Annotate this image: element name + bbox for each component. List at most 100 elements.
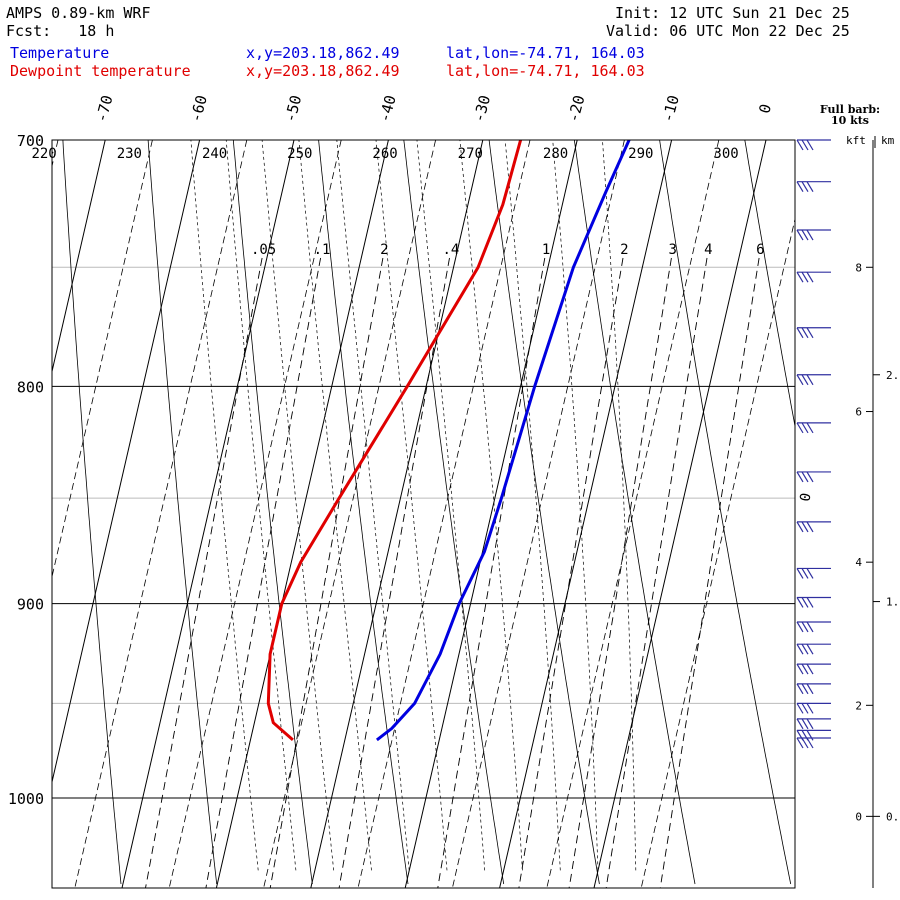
- mixing-ratio-label: .4: [442, 242, 459, 258]
- valid-time: Valid: 06 UTC Mon 22 Dec 25: [606, 22, 850, 40]
- theta-label: 260: [372, 146, 397, 162]
- dry-adiabat: [488, 140, 600, 885]
- theta-label: 270: [458, 146, 483, 162]
- km-tick-label: 2.: [886, 369, 899, 382]
- mixing-ratio-label: 1: [542, 242, 550, 258]
- isotherm: [74, 140, 248, 888]
- isotherm: [215, 140, 389, 888]
- mixing-ratio-line: [269, 257, 384, 888]
- wind-barb-flag: [801, 374, 809, 386]
- moist-adiabat: [225, 140, 297, 871]
- wind-barb-flag: [806, 471, 814, 483]
- moist-adiabat: [416, 140, 486, 871]
- temperature-profile: [375, 140, 631, 742]
- wind-barb-flag: [806, 374, 814, 386]
- isotherm: [357, 140, 531, 888]
- temperature-xy: x,y=203.18,862.49: [246, 44, 400, 62]
- temperature-tick-label: -70: [92, 93, 116, 124]
- wind-barb-flag: [801, 327, 809, 339]
- temperature-tick-label: -50: [281, 93, 305, 124]
- isobars: [52, 139, 795, 799]
- mixing-ratio-label: .05: [251, 242, 276, 258]
- freezing-level-label: 0: [797, 492, 814, 503]
- km-tick-label: 1.: [886, 596, 899, 609]
- mixing-ratio-lines: [145, 257, 760, 888]
- temperature-tick-label: -30: [470, 93, 494, 124]
- km-axis-label: km: [881, 134, 895, 147]
- theta-label: 300: [713, 146, 738, 162]
- dry-adiabat: [147, 140, 218, 885]
- pressure-tick-label: 1000: [8, 790, 44, 808]
- wind-barb-flag: [796, 327, 804, 339]
- dry-adiabat: [62, 140, 122, 885]
- mixing-ratio-line: [605, 257, 708, 888]
- barb-note-line1: Full barb:: [819, 103, 881, 116]
- mixing-ratio-line: [437, 257, 546, 888]
- wind-barb-flag: [806, 737, 814, 749]
- wind-barb-flag: [796, 643, 804, 655]
- moist-adiabat: [375, 140, 448, 871]
- dry-adiabat: [573, 140, 696, 885]
- theta-label: 240: [202, 146, 227, 162]
- dry-adiabat: [659, 140, 792, 885]
- isotherm: [52, 140, 201, 785]
- mixing-ratio-label: 2: [380, 242, 388, 258]
- wind-barb-flag: [796, 374, 804, 386]
- isotherm: [263, 140, 436, 888]
- wind-barb-flag: [806, 703, 814, 714]
- dewpoint-xy: x,y=203.18,862.49: [246, 62, 400, 80]
- wind-barb-flag: [801, 718, 809, 730]
- kft-axis-label: kft: [846, 134, 866, 147]
- wind-barb-flag: [801, 663, 809, 675]
- wind-barb-flag: [806, 597, 814, 608]
- dry-adiabat: [318, 140, 409, 885]
- wind-barb-flag: [796, 737, 804, 749]
- wind-barb-flag: [796, 621, 804, 633]
- wind-barb-flag: [801, 683, 809, 695]
- dry-adiabats: [62, 140, 900, 885]
- temperature-tick-label: 0: [755, 102, 775, 115]
- barb-note-line2: 10 kts: [830, 114, 870, 127]
- mixing-ratio-line: [205, 257, 322, 888]
- wind-barb-flag: [801, 703, 809, 714]
- theta-label: 280: [543, 146, 568, 162]
- mixing-ratio-line: [145, 257, 263, 888]
- wind-barb-flag: [796, 683, 804, 695]
- moist-adiabat: [504, 140, 561, 871]
- mixing-ratio-line: [659, 257, 760, 888]
- wind-barb-flag: [801, 521, 809, 533]
- dewpoint-profile: [266, 140, 523, 742]
- mixing-ratio-line: [338, 257, 450, 888]
- wind-barb-flag: [801, 422, 809, 434]
- wind-barb-flag: [801, 229, 809, 241]
- height-axis: kft km 8 6 4 2 0 2. 1. 0.: [846, 134, 899, 888]
- isotherm: [310, 140, 484, 888]
- kft-tick-label: 0: [855, 810, 862, 823]
- isotherm: [499, 140, 673, 888]
- mixing-ratio-label: .1: [314, 242, 331, 258]
- isotherm: [404, 140, 578, 888]
- wind-barb-flag: [806, 229, 814, 241]
- wind-barb-flag: [801, 271, 809, 283]
- isotherm: [52, 140, 59, 168]
- pressure-tick-label: 700: [17, 132, 44, 150]
- theta-label: 220: [31, 146, 56, 162]
- theta-label: 230: [117, 146, 142, 162]
- wind-barb-flag: [801, 139, 809, 151]
- wind-barb-flag: [806, 643, 814, 655]
- wind-barb-flag: [796, 521, 804, 533]
- wind-barb-flag: [801, 737, 809, 749]
- plot-frame: [51, 139, 796, 889]
- wind-barb-flag: [801, 643, 809, 655]
- isotherm: [546, 140, 720, 888]
- temperature-tick-label: -20: [564, 93, 588, 124]
- pressure-tick-label: 900: [17, 596, 44, 614]
- dry-adiabat: [830, 140, 900, 884]
- sounding-profiles: [266, 140, 631, 742]
- kft-tick-label: 2: [855, 699, 862, 712]
- isotherm: [0, 140, 11, 888]
- mixing-ratio-label: 2: [620, 242, 628, 258]
- wind-barb-flag: [796, 271, 804, 283]
- moist-adiabat: [552, 140, 599, 871]
- dry-adiabat: [744, 140, 795, 429]
